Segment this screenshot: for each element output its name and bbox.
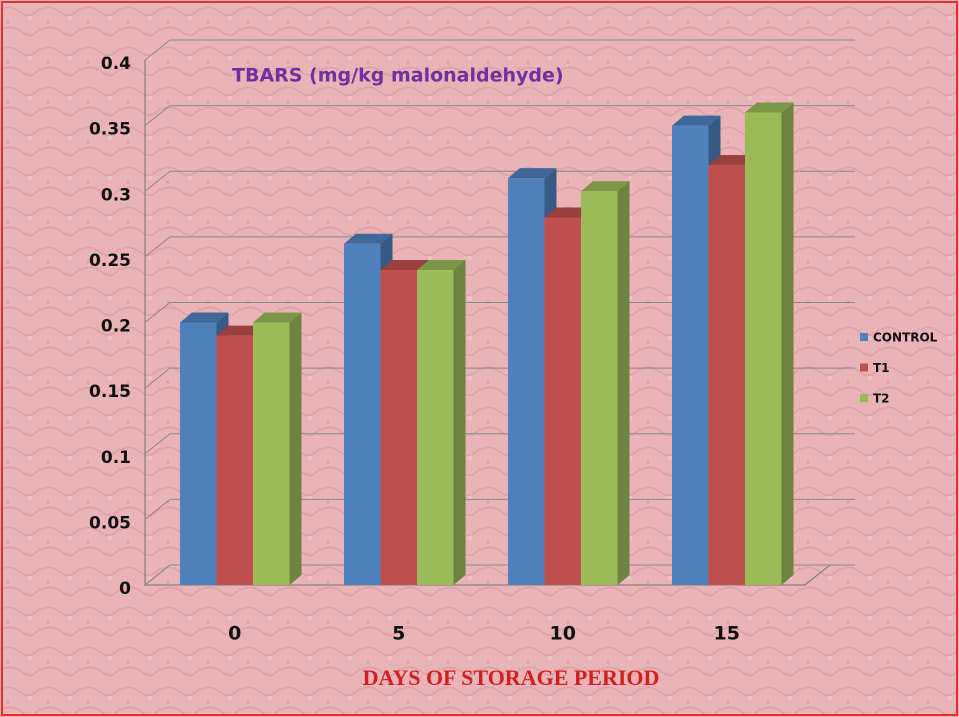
y-tick-label: 0 [119, 579, 131, 599]
bar-top [544, 207, 593, 218]
x-tick-label: 10 [550, 623, 576, 645]
legend-swatch [860, 333, 868, 341]
bar [581, 181, 630, 585]
bar-top [344, 233, 393, 244]
x-tick-label: 15 [714, 623, 740, 645]
bar-front [544, 217, 581, 585]
grid-line [144, 39, 855, 61]
bar-front [216, 335, 253, 585]
bar-top [672, 115, 721, 126]
bar-side [617, 181, 630, 585]
bar-front [344, 243, 381, 585]
bar [417, 260, 466, 585]
y-tick-label: 0.2 [101, 317, 131, 337]
y-tick-label: 0.3 [101, 185, 131, 205]
bar-front [417, 270, 454, 585]
legend-swatch [860, 363, 868, 372]
bar-front [581, 191, 618, 585]
legend-label: T1 [873, 361, 890, 375]
bar-front [745, 112, 782, 585]
y-tick-label: 0.15 [89, 382, 131, 402]
y-tick-label: 0.05 [89, 513, 131, 533]
bar-side [781, 102, 794, 585]
chart-title: TBARS (mg/kg malonaldehyde) [232, 65, 564, 87]
bar-top [253, 312, 302, 323]
bar-front [508, 178, 545, 585]
bar [253, 312, 302, 585]
bar-top [380, 260, 429, 270]
legend-label: CONTROL [873, 331, 938, 345]
legend-swatch [860, 394, 868, 402]
bar-front [380, 270, 417, 585]
y-tick-label: 0.35 [89, 120, 131, 140]
x-axis-title: DAYS OF STORAGE PERIOD [363, 665, 660, 690]
bar-front [253, 322, 290, 585]
bar-top [180, 312, 229, 323]
bar-front [180, 322, 217, 585]
grid-line [144, 170, 855, 192]
y-tick-label: 0.1 [101, 448, 131, 468]
x-tick-label: 5 [392, 623, 405, 645]
bar-front [708, 165, 745, 585]
grid-line [144, 105, 855, 127]
bar-top [708, 155, 757, 165]
x-tick-label: 0 [228, 623, 241, 645]
bar-top [508, 168, 557, 179]
bar-side [289, 312, 302, 585]
bar-front [672, 125, 709, 585]
bar [745, 102, 794, 585]
bar-top [216, 325, 265, 336]
bar-top [417, 260, 466, 270]
y-tick-label: 0.25 [89, 251, 131, 271]
bar-top [581, 181, 630, 192]
legend-label: T2 [873, 392, 890, 406]
bar-side [453, 260, 466, 585]
bar-top [745, 102, 794, 113]
y-tick-label: 0.4 [101, 54, 131, 74]
